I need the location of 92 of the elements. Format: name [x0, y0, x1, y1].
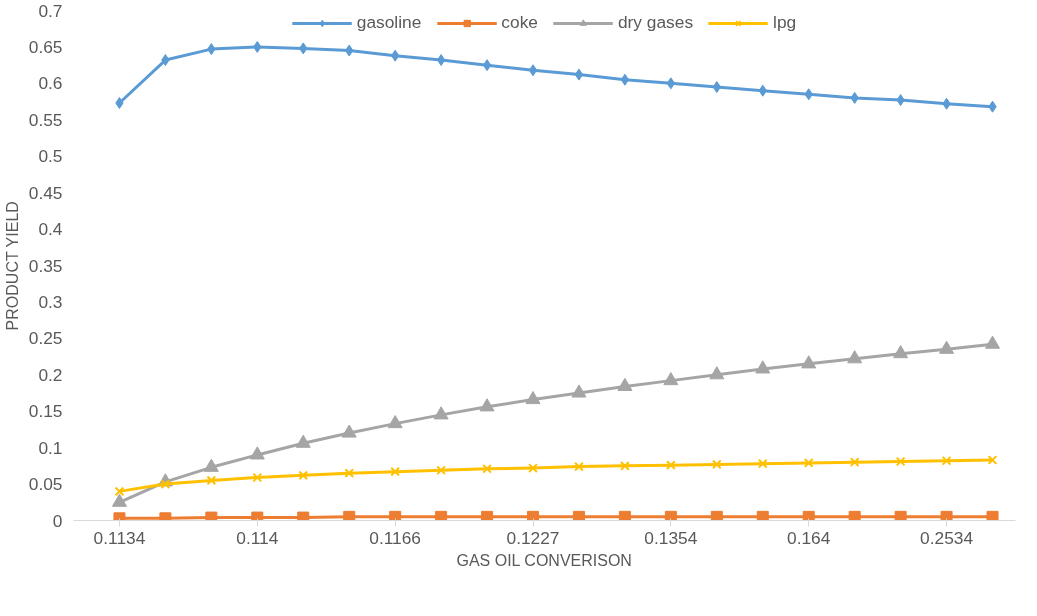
point: [297, 511, 310, 521]
point: [114, 486, 125, 497]
point: [344, 468, 355, 479]
point: [802, 510, 815, 521]
y-tick-label: 0.4: [38, 219, 63, 240]
point: [940, 510, 953, 521]
point: [206, 475, 217, 486]
y-tick-label: 0.15: [28, 401, 63, 422]
point: [389, 510, 402, 521]
y-tick-label: 0: [52, 510, 63, 531]
y-tick-label: 0.7: [38, 0, 63, 21]
point: [203, 458, 219, 472]
x-axis-title: GAS OIL CONVERISON: [456, 551, 632, 569]
point: [803, 458, 814, 468]
point: [756, 510, 769, 521]
point: [251, 511, 264, 521]
x-tick-label: 0.1166: [369, 527, 422, 548]
y-tick-label: 0.2: [38, 364, 63, 385]
point: [664, 510, 677, 521]
legend-label: lpg: [773, 12, 797, 33]
x-tick-label: 0.114: [236, 527, 279, 548]
y-tick-label: 0.65: [28, 36, 63, 57]
point: [387, 415, 403, 429]
point: [528, 463, 538, 473]
point: [572, 510, 585, 521]
x-tick-label: 0.1354: [644, 527, 698, 548]
y-tick-label: 0.35: [28, 255, 63, 276]
point: [482, 59, 492, 72]
point: [848, 510, 861, 521]
point: [571, 384, 587, 398]
point: [390, 49, 400, 62]
y-tick-label: 0.05: [28, 474, 63, 495]
point: [620, 460, 630, 471]
point: [663, 372, 679, 386]
point: [801, 355, 817, 369]
point: [482, 463, 492, 474]
point: [574, 461, 584, 472]
point: [249, 446, 265, 460]
point: [435, 510, 448, 521]
point: [941, 455, 952, 466]
legend-label: coke: [501, 12, 538, 33]
point: [894, 510, 907, 521]
point: [987, 455, 998, 465]
legend-label: gasoline: [356, 12, 422, 33]
legend-label: dry gases: [617, 12, 694, 33]
y-tick-label: 0.45: [28, 182, 63, 203]
point: [298, 470, 309, 481]
point: [433, 406, 449, 420]
y-tick-label: 0.5: [38, 146, 63, 167]
point: [160, 479, 171, 489]
point: [618, 510, 631, 521]
point: [895, 456, 906, 467]
point: [525, 390, 541, 405]
point: [849, 457, 860, 468]
point: [436, 465, 446, 476]
point: [939, 340, 955, 354]
point: [528, 64, 538, 77]
point: [527, 510, 540, 521]
point: [665, 460, 676, 471]
y-tick-label: 0.6: [38, 73, 63, 94]
point: [341, 424, 357, 438]
x-tick-label: 0.2534: [920, 527, 974, 548]
point: [617, 377, 633, 391]
point: [205, 511, 218, 521]
x-tick-label: 0.1227: [506, 527, 560, 548]
point: [755, 360, 771, 374]
point: [295, 434, 311, 448]
point: [479, 398, 495, 412]
point: [711, 459, 722, 470]
point: [709, 366, 725, 380]
point: [436, 54, 446, 67]
y-tick-label: 0.1: [38, 437, 63, 458]
point: [252, 472, 263, 483]
point: [986, 510, 999, 521]
x-tick-label: 0.164: [787, 527, 831, 548]
y-tick-label: 0.3: [38, 291, 63, 312]
point: [847, 350, 863, 364]
point: [574, 68, 584, 81]
y-tick-label: 0.55: [28, 109, 63, 130]
point: [985, 335, 1001, 349]
point: [893, 345, 909, 359]
x-tick-label: 0.1134: [93, 527, 146, 548]
point: [710, 510, 723, 521]
point: [481, 510, 494, 521]
point: [111, 493, 127, 507]
point: [390, 466, 401, 477]
point: [757, 458, 768, 469]
y-axis-title: PRODUCT YIELD: [3, 201, 21, 331]
point: [343, 510, 356, 521]
point: [712, 81, 721, 93]
point: [620, 73, 630, 86]
y-tick-label: 0.25: [28, 328, 63, 349]
